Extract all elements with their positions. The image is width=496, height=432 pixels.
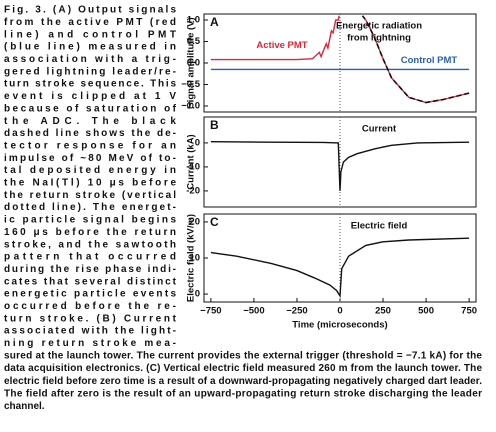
x-tick-label: −500 — [243, 306, 264, 317]
y-tick-label: −1.0 — [181, 100, 200, 111]
annotation: Electric field — [351, 221, 408, 232]
annotation: Energetic radiation — [336, 21, 422, 32]
caption-line: stroke, and the sawtooth — [4, 239, 176, 250]
legend-label: Active PMT — [256, 40, 307, 51]
caption-line: event is clipped at 1 V — [4, 91, 176, 102]
caption-line: impulse of ~80 MeV of to- — [4, 153, 176, 164]
caption-line: electric field before zero time is a res… — [4, 376, 482, 387]
caption-line: the NaI(Tl) 10 μs before — [4, 178, 176, 189]
caption-line: association with a trig- — [4, 54, 176, 65]
y-axis-title: Signal amplitude (V) — [186, 17, 197, 108]
y-tick-label: −0.5 — [181, 79, 200, 90]
caption-line: sured at the launch tower. The current p… — [4, 351, 482, 362]
caption-line: because of saturation of — [4, 103, 177, 114]
legend-label: Control PMT — [401, 55, 458, 66]
caption-line: line) and control PMT — [4, 29, 176, 40]
y-tick-label: 20 — [189, 216, 200, 227]
caption-line: data acquisition electronics. (C) Vertic… — [4, 363, 482, 374]
x-tick-label: 0 — [337, 306, 342, 317]
caption-line: dotted line). The energet- — [4, 202, 176, 213]
caption-line: gered lightning leader/re- — [4, 66, 176, 77]
caption-line: The field after zero is the result of an… — [4, 388, 482, 399]
caption-line: associated with the light- — [4, 326, 176, 337]
caption-line: Fig. 3. (A) Output signals — [4, 5, 176, 16]
panel-label: C — [210, 215, 219, 229]
series-line — [361, 15, 470, 104]
annotation: Current — [362, 124, 397, 135]
y-tick-label: 1.0 — [187, 15, 200, 26]
x-tick-label: 750 — [461, 306, 477, 317]
caption-line: turn stroke. (B) Current — [4, 313, 177, 324]
x-tick-label: −750 — [200, 306, 221, 317]
caption-line: energetic particle events — [4, 289, 176, 300]
x-axis-title: Time (microseconds) — [292, 320, 387, 331]
caption-line: the ADC. The black — [4, 116, 176, 127]
caption-line: occurred before the re- — [4, 301, 176, 312]
y-tick-label: -10 — [186, 161, 200, 172]
y-tick-label: 0.5 — [187, 36, 201, 47]
caption-line: channel. — [4, 401, 45, 412]
x-tick-label: −250 — [286, 306, 307, 317]
series-line — [210, 141, 470, 191]
caption-line: cates that several distinct — [4, 276, 177, 287]
caption-line: tector response for an — [4, 140, 176, 151]
y-tick-label: -20 — [186, 185, 200, 196]
series-line — [210, 237, 470, 299]
caption-line: ic particle signal begins — [4, 215, 176, 226]
caption-line: from the active PMT (red — [4, 17, 176, 28]
y-axis-title: Current (kA) — [186, 134, 197, 189]
x-tick-label: 500 — [418, 306, 434, 317]
caption-line: tal deposited energy in — [4, 165, 176, 176]
y-tick-label: 0 — [195, 137, 200, 148]
y-axis-title: Electric field (kV/m) — [186, 214, 197, 302]
panel-label: B — [210, 118, 219, 132]
caption-line: (blue line) measured in — [4, 42, 176, 53]
annotation: from lightning — [347, 33, 411, 44]
panel-label: A — [210, 15, 219, 29]
caption-line: 160 μs before the return — [4, 227, 176, 238]
caption-line: during the rise phase indi- — [4, 264, 176, 275]
caption-line: the return stroke (vertical — [4, 190, 176, 201]
y-tick-label: 0 — [195, 289, 200, 300]
caption-line: pattern that occurred — [4, 252, 176, 263]
x-tick-label: 250 — [375, 306, 391, 317]
y-tick-label: 0.0 — [187, 58, 200, 69]
y-tick-label: 10 — [189, 253, 200, 264]
caption-line: ning return stroke mea- — [4, 338, 176, 349]
caption-line: dashed line shows the de- — [4, 128, 176, 139]
caption-line: turn stroke sequence. This — [4, 79, 176, 90]
